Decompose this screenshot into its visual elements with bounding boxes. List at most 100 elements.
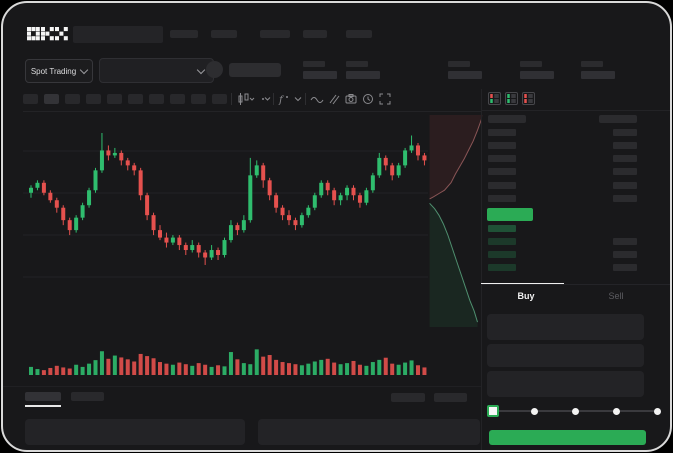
okx-logo[interactable] (27, 27, 69, 41)
pair-selector-dropdown[interactable] (99, 58, 214, 83)
timeframe-button-placeholder[interactable] (107, 94, 122, 104)
bid-row-price-placeholder[interactable] (488, 264, 516, 271)
nav-item-placeholder[interactable] (346, 30, 372, 38)
timeframe-button-placeholder[interactable] (149, 94, 164, 104)
orders-tab-active[interactable] (25, 392, 61, 401)
book-all-icon[interactable] (488, 92, 501, 105)
slider-handle[interactable] (487, 405, 499, 417)
timeframe-button-placeholder[interactable] (23, 94, 38, 104)
ask-row-price-placeholder[interactable] (488, 168, 516, 175)
tab-sell[interactable]: Sell (608, 291, 624, 301)
ticker-stat-label-placeholder (448, 61, 470, 67)
ask-row-price-placeholder[interactable] (488, 195, 516, 202)
orders-table-placeholder (258, 419, 480, 445)
timeframe-button-placeholder[interactable] (191, 94, 206, 104)
chevron-down-icon (196, 65, 206, 74)
timeframe-button-placeholder[interactable] (128, 94, 143, 104)
header-title-placeholder (73, 26, 163, 43)
nav-item-placeholder[interactable] (260, 30, 290, 38)
nav-item-placeholder[interactable] (303, 30, 327, 38)
slider-step-dot[interactable] (571, 407, 579, 415)
timeframe-button-placeholder[interactable] (44, 94, 59, 104)
amount-input-placeholder[interactable] (487, 344, 644, 367)
bid-row-amount-placeholder[interactable] (613, 238, 637, 245)
bids-depth-line (429, 202, 478, 323)
book-asks-icon[interactable] (522, 92, 535, 105)
volume-layer (29, 349, 427, 375)
bid-row-amount-placeholder[interactable] (613, 251, 637, 258)
divider (231, 93, 232, 105)
ask-row-amount-placeholder[interactable] (613, 142, 637, 149)
compare-icon[interactable] (327, 92, 341, 106)
ask-row-amount-placeholder[interactable] (613, 168, 637, 175)
last-price-badge[interactable] (487, 208, 533, 221)
tab-buy[interactable]: Buy (517, 291, 535, 301)
ticker-stat-label-placeholder (303, 61, 325, 67)
divider (23, 111, 481, 112)
ask-row-price-placeholder[interactable] (488, 155, 516, 162)
bids-depth-area (429, 203, 478, 327)
orders-tab-underline (25, 405, 61, 407)
indicators-chevron-icon[interactable] (293, 92, 303, 106)
ask-row-price-placeholder[interactable] (488, 142, 516, 149)
ticker-stat-label-placeholder (581, 61, 603, 67)
ask-row-price-placeholder[interactable] (488, 129, 516, 136)
ticker-stat-value-placeholder (448, 71, 482, 79)
indicators-icon[interactable]: f (277, 92, 291, 106)
wave-icon[interactable] (309, 92, 325, 106)
market-type-dropdown[interactable]: Spot Trading (25, 59, 93, 83)
ask-row-price-placeholder[interactable] (488, 182, 516, 189)
orders-filter-button[interactable] (391, 393, 425, 402)
timeframe-button-placeholder[interactable] (65, 94, 80, 104)
chevron-down-icon (79, 65, 89, 75)
timeframe-button-placeholder[interactable] (86, 94, 101, 104)
chart-type-icon[interactable] (236, 92, 256, 106)
style-chevron-icon[interactable] (260, 92, 272, 106)
ticker-stat-value-placeholder (520, 71, 554, 79)
bid-row-price-placeholder[interactable] (488, 251, 516, 258)
slider-step-dot[interactable] (530, 407, 538, 415)
ticker-stat-label-placeholder (346, 61, 368, 67)
bid-row-price-placeholder[interactable] (488, 238, 516, 245)
fullscreen-icon[interactable] (378, 92, 392, 106)
ask-row-amount-placeholder[interactable] (613, 155, 637, 162)
divider (481, 89, 482, 450)
ask-row-amount-placeholder[interactable] (613, 129, 637, 136)
clock-icon[interactable] (361, 92, 375, 106)
book-bids-icon[interactable] (505, 92, 518, 105)
divider (482, 110, 670, 111)
candlestick-chart[interactable] (23, 115, 428, 381)
market-type-label: Spot Trading (30, 66, 77, 76)
asks-depth-area (429, 115, 483, 199)
camera-icon[interactable] (344, 92, 358, 106)
divider (481, 284, 670, 285)
orders-cancel-all-button[interactable] (434, 393, 467, 402)
buy-submit-button[interactable] (489, 430, 646, 445)
nav-item-placeholder[interactable] (211, 30, 237, 38)
divider (305, 93, 306, 105)
price-input-placeholder[interactable] (487, 314, 644, 340)
candles-layer (29, 133, 427, 265)
timeframe-button-placeholder[interactable] (212, 94, 227, 104)
orderbook-amount-header (599, 115, 637, 123)
divider (3, 386, 481, 387)
slider-step-dot[interactable] (612, 407, 620, 415)
timeframe-button-placeholder[interactable] (170, 94, 185, 104)
slider-step-dot[interactable] (653, 407, 661, 415)
orders-table-placeholder (25, 419, 245, 445)
ticker-stat-value-placeholder (581, 71, 615, 79)
ask-row-amount-placeholder[interactable] (613, 195, 637, 202)
ask-row-amount-placeholder[interactable] (613, 182, 637, 189)
pair-name-placeholder (229, 63, 281, 77)
bid-row-amount-placeholder[interactable] (613, 264, 637, 271)
orders-tab-history[interactable] (71, 392, 104, 401)
ticker-stat-label-placeholder (520, 61, 542, 67)
total-input-placeholder[interactable] (487, 371, 644, 397)
orderbook-price-header (488, 115, 526, 123)
bid-row-price-placeholder[interactable] (488, 225, 516, 232)
ticker-stat-value-placeholder (346, 71, 380, 79)
nav-item-placeholder[interactable] (170, 30, 198, 38)
depth-chart[interactable] (428, 115, 483, 333)
divider (273, 93, 274, 105)
